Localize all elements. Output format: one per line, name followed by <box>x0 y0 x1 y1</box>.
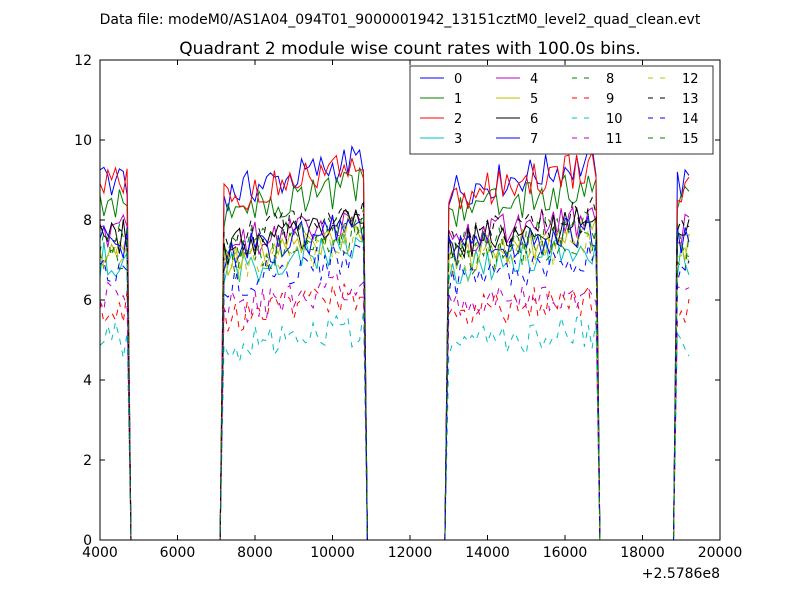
legend-label-7: 7 <box>530 132 538 147</box>
axis-ticks: 4000 6000 8000 10000 12000 14000 16000 18000 200… <box>74 53 742 561</box>
legend-label-12: 12 <box>682 72 699 87</box>
suptitle: Data file: modeM0/AS1A04_094T01_90000019… <box>100 12 701 28</box>
legend-label-9: 9 <box>606 92 614 107</box>
series-line-6 <box>100 207 690 540</box>
x-offset-label: +2.5786e8 <box>642 566 720 582</box>
legend-label-5: 5 <box>530 92 538 107</box>
series-line-11 <box>100 271 690 540</box>
series-line-12 <box>100 222 690 540</box>
series-line-2 <box>100 150 690 540</box>
y-tick-label: 10 <box>74 133 92 149</box>
x-tick-label: 12000 <box>388 545 433 561</box>
x-tick-label: 16000 <box>543 545 588 561</box>
x-tick-label: 8000 <box>237 545 273 561</box>
y-tick-label: 8 <box>83 213 92 229</box>
legend-label-11: 11 <box>606 132 623 147</box>
legend-label-1: 1 <box>454 92 462 107</box>
series-layer <box>100 144 690 540</box>
y-tick-label: 6 <box>83 293 92 309</box>
x-tick-label: 4000 <box>82 545 118 561</box>
series-line-13 <box>100 196 690 540</box>
series-line-10 <box>100 310 690 540</box>
x-tick-label: 10000 <box>310 545 355 561</box>
series-line-3 <box>100 233 690 540</box>
x-tick-label: 14000 <box>465 545 510 561</box>
series-line-1 <box>100 167 690 540</box>
legend-label-2: 2 <box>454 112 462 127</box>
legend-label-4: 4 <box>530 72 538 87</box>
legend-label-6: 6 <box>530 112 538 127</box>
series-line-8 <box>100 218 690 540</box>
y-tick-label: 12 <box>74 53 92 69</box>
series-line-7 <box>100 214 690 540</box>
chart-title: Quadrant 2 module wise count rates with … <box>179 39 640 59</box>
x-tick-label: 6000 <box>160 545 196 561</box>
series-line-5 <box>100 215 690 540</box>
legend-label-3: 3 <box>454 132 462 147</box>
series-line-15 <box>100 208 690 540</box>
y-tick-label: 4 <box>83 373 92 389</box>
series-line-14 <box>100 242 690 540</box>
legend-box <box>409 65 714 155</box>
series-line-9 <box>100 283 690 540</box>
y-tick-label: 0 <box>83 533 92 549</box>
series-line-0 <box>100 144 690 540</box>
legend-label-15: 15 <box>682 132 699 147</box>
legend-label-10: 10 <box>606 112 623 127</box>
x-tick-label: 20000 <box>698 545 743 561</box>
series-line-4 <box>100 205 690 540</box>
x-tick-label: 18000 <box>620 545 665 561</box>
y-tick-label: 2 <box>83 453 92 469</box>
legend-label-14: 14 <box>682 112 699 127</box>
legend-label-8: 8 <box>606 72 614 87</box>
legend-label-0: 0 <box>454 72 462 87</box>
legend-label-13: 13 <box>682 92 699 107</box>
